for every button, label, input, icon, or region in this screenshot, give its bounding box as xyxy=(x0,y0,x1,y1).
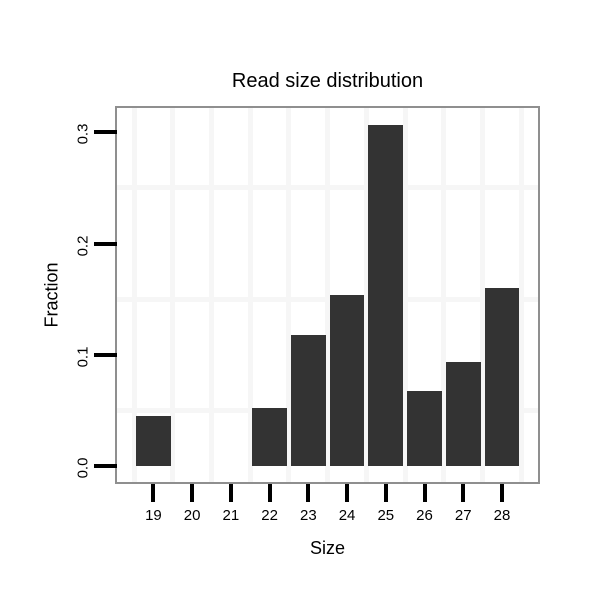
gridline-minor-vertical xyxy=(441,108,447,482)
bar xyxy=(407,391,442,466)
x-tick xyxy=(190,484,195,502)
bar xyxy=(135,415,171,466)
gridline-minor-vertical xyxy=(363,108,369,482)
gridline-minor-horizontal xyxy=(117,185,538,191)
bar xyxy=(484,287,520,466)
plot-panel xyxy=(115,106,540,484)
x-tick-label: 27 xyxy=(454,507,472,524)
gridline-minor-vertical xyxy=(131,108,137,482)
x-axis-title: Size xyxy=(309,538,345,558)
x-tick-label: 26 xyxy=(416,507,433,524)
y-axis-title: Fraction xyxy=(41,262,62,328)
x-tick xyxy=(151,484,156,502)
y-tick-label: 0.1 xyxy=(74,346,92,368)
gridline-minor-vertical xyxy=(518,108,524,482)
x-tick xyxy=(422,484,427,502)
bar xyxy=(329,294,365,466)
x-tick-label: 28 xyxy=(493,507,511,524)
x-tick xyxy=(228,484,233,502)
x-tick xyxy=(461,484,466,502)
gridline-minor-vertical xyxy=(170,108,176,482)
x-tick-label: 21 xyxy=(222,507,240,524)
gridline-minor-vertical xyxy=(209,108,214,482)
bar xyxy=(290,334,326,466)
bar xyxy=(368,124,404,466)
y-tick xyxy=(94,352,117,357)
x-tick-label: 23 xyxy=(299,507,317,524)
x-tick-label: 20 xyxy=(183,507,201,524)
y-tick xyxy=(94,241,117,246)
x-tick xyxy=(499,484,504,502)
gridline-minor-horizontal xyxy=(117,407,538,413)
y-tick-label: 0.0 xyxy=(74,457,92,479)
y-tick xyxy=(94,463,117,468)
bar xyxy=(445,362,481,466)
gridline-minor-vertical xyxy=(480,108,486,482)
bar xyxy=(252,407,287,466)
gridline-minor-horizontal xyxy=(117,296,538,302)
x-tick xyxy=(383,484,388,502)
chart-title: Read size distribution xyxy=(231,70,424,92)
x-tick-label: 22 xyxy=(261,507,278,524)
gridline-minor-vertical xyxy=(286,108,292,482)
y-tick xyxy=(94,130,117,135)
x-tick xyxy=(306,484,311,502)
gridline-minor-vertical xyxy=(247,108,253,482)
gridline-minor-vertical xyxy=(325,108,331,482)
x-tick xyxy=(345,484,350,502)
y-tick-label: 0.2 xyxy=(74,235,92,256)
x-tick-label: 25 xyxy=(377,507,395,524)
x-tick-label: 19 xyxy=(145,507,162,524)
x-tick xyxy=(267,484,272,502)
gridline-minor-vertical xyxy=(402,108,408,482)
x-tick-label: 24 xyxy=(338,507,356,524)
y-tick-label: 0.3 xyxy=(74,123,92,145)
